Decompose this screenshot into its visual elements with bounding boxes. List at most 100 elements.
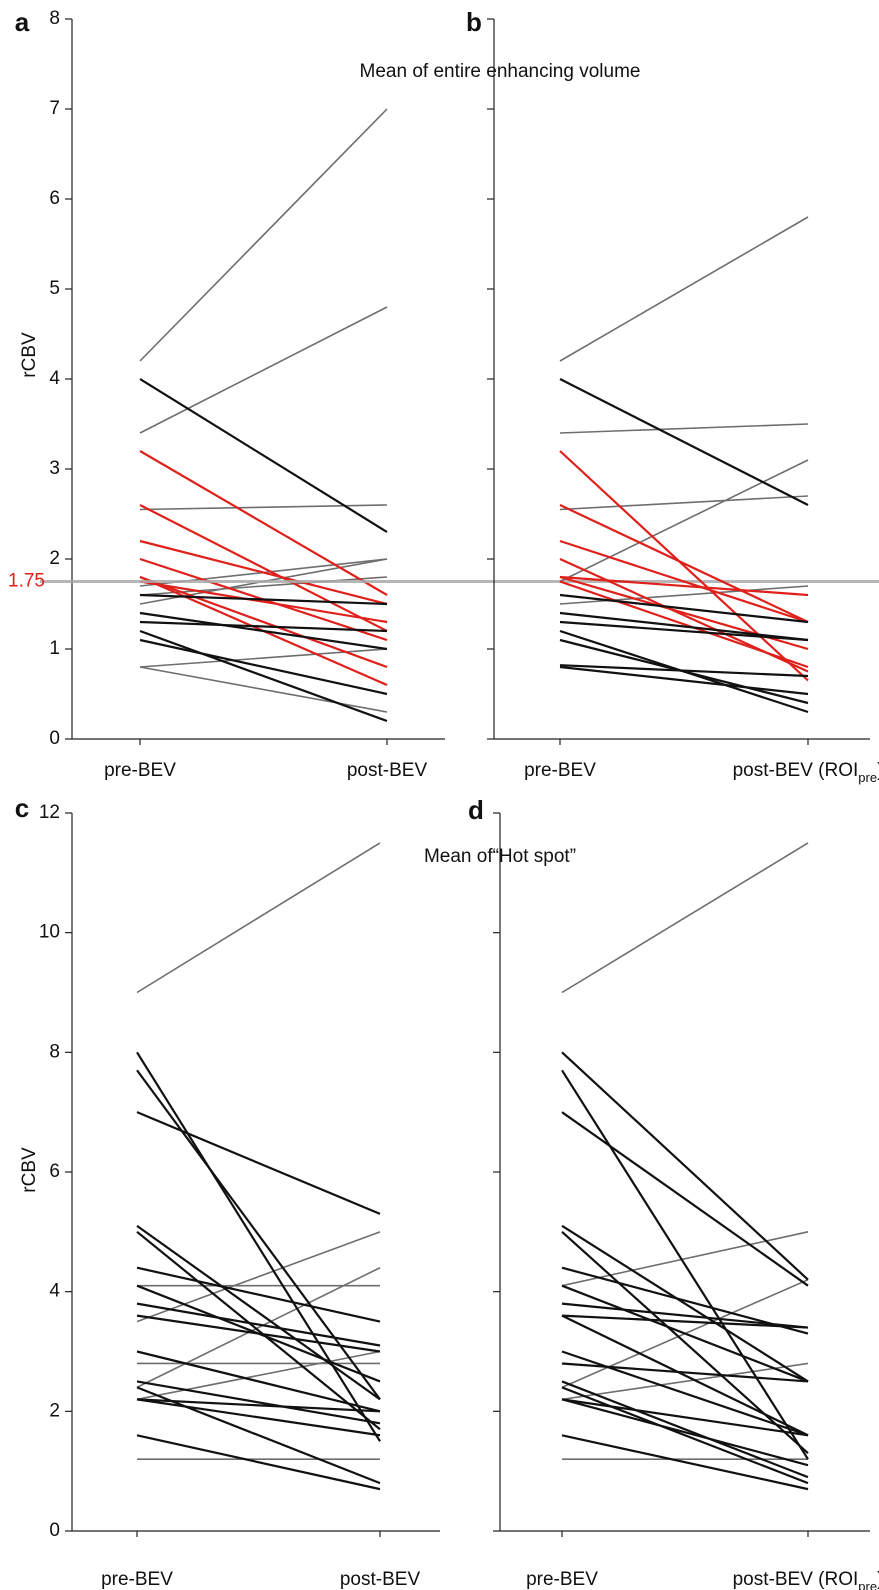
x-tick-label: post-BEV (ROIpre) (733, 1569, 879, 1590)
x-tick-label-part: post-BEV (ROI (733, 760, 859, 781)
x-tick-label: pre-BEV (101, 1569, 173, 1590)
slope-line (139, 378, 388, 533)
slope-line (561, 1314, 809, 1437)
y-tick-label: 0 (49, 728, 60, 749)
axis-line (499, 813, 870, 1532)
slope-line (559, 611, 809, 642)
slope-line (559, 620, 809, 642)
slope-line (136, 1398, 381, 1413)
slope-line (139, 306, 388, 434)
y-tick-label: 4 (49, 368, 60, 389)
y-axis-label: rCBV (19, 1147, 40, 1193)
slope-line (559, 423, 809, 434)
slope-line (136, 1350, 381, 1413)
slope-line (139, 629, 388, 723)
panel-letter: d (468, 795, 484, 825)
y-tick-label: 10 (39, 922, 60, 943)
slope-line (136, 1230, 381, 1431)
slope-line (139, 648, 388, 668)
slope-line (559, 504, 809, 623)
slope-line (559, 665, 809, 696)
slope-line (559, 459, 809, 583)
y-tick-label: 3 (49, 458, 60, 479)
slope-line (561, 1069, 809, 1460)
x-tick-label-part: post-BEV (ROI (733, 1569, 859, 1590)
slope-line (136, 1266, 381, 1323)
y-tick-label: 12 (39, 802, 60, 823)
y-tick-label: 0 (49, 1520, 60, 1541)
slope-line (559, 539, 809, 624)
y-tick-label: 1 (49, 638, 60, 659)
y-tick-label: 5 (49, 278, 60, 299)
axis-line (71, 813, 440, 1532)
slope-line (139, 611, 388, 651)
y-tick-label: 6 (49, 1161, 60, 1182)
slope-line (136, 1434, 381, 1491)
slope-line (559, 593, 809, 624)
slope-line (139, 593, 388, 606)
slope-line (559, 216, 809, 362)
slope-line (559, 378, 809, 506)
x-tick-label-part: pre (858, 770, 877, 785)
slope-line (136, 1314, 381, 1353)
slope-line (139, 504, 388, 632)
slope-line (136, 1398, 381, 1437)
y-tick-label: 7 (49, 98, 60, 119)
x-tick-label: pre-BEV (104, 760, 176, 781)
slope-line (561, 1380, 809, 1479)
x-tick-label: post-BEV (347, 760, 428, 781)
panel-title: Mean of entire enhancing volume (360, 61, 641, 82)
slope-line (559, 575, 809, 597)
reference-label: 1.75 (8, 571, 45, 592)
slope-line (136, 1069, 381, 1401)
slope-line (559, 664, 809, 678)
x-tick-label-part: ) (877, 1569, 879, 1590)
slope-line (561, 1224, 809, 1383)
x-tick-label: pre-BEV (526, 1569, 598, 1590)
slope-line (139, 108, 388, 362)
slope-line (136, 1350, 381, 1401)
slope-line (561, 842, 809, 994)
panel-letter: a (15, 7, 30, 37)
slope-line (136, 1224, 381, 1401)
panel-letter: b (466, 7, 482, 37)
y-tick-label: 2 (49, 1400, 60, 1421)
slope-line (139, 539, 388, 606)
panel-letter: c (15, 793, 29, 823)
y-tick-label: 8 (49, 8, 60, 29)
slope-line (139, 575, 388, 669)
slope-line (136, 842, 381, 994)
slope-line (561, 1284, 809, 1383)
slope-line (136, 1231, 381, 1323)
x-tick-label-part: ) (877, 760, 879, 781)
y-tick-label: 8 (49, 1041, 60, 1062)
slope-line (561, 1302, 809, 1329)
slope-line (561, 1398, 809, 1437)
slope-line (136, 1267, 381, 1389)
y-axis-label: rCBV (19, 332, 40, 378)
slope-line (139, 620, 388, 633)
slope-line (139, 638, 388, 696)
slope-line (559, 585, 809, 605)
y-tick-label: 2 (49, 548, 60, 569)
slope-line (136, 1386, 381, 1485)
slope-line (561, 1314, 809, 1329)
slope-line (559, 450, 809, 682)
x-tick-label: post-BEV (340, 1569, 421, 1590)
slope-line (136, 1302, 381, 1347)
x-tick-label-part: pre (858, 1579, 877, 1590)
slope-line (139, 580, 388, 624)
x-tick-label: post-BEV (ROIpre) (733, 760, 879, 785)
x-tick-label: pre-BEV (524, 760, 596, 781)
slope-line (136, 1051, 381, 1442)
y-tick-label: 4 (49, 1281, 60, 1302)
slope-line (559, 495, 809, 511)
slope-line (561, 1434, 809, 1491)
slope-line (561, 1362, 809, 1401)
slope-line (561, 1386, 809, 1485)
slope-line (559, 580, 809, 669)
slope-line (139, 450, 388, 596)
slope-line (136, 1380, 381, 1425)
